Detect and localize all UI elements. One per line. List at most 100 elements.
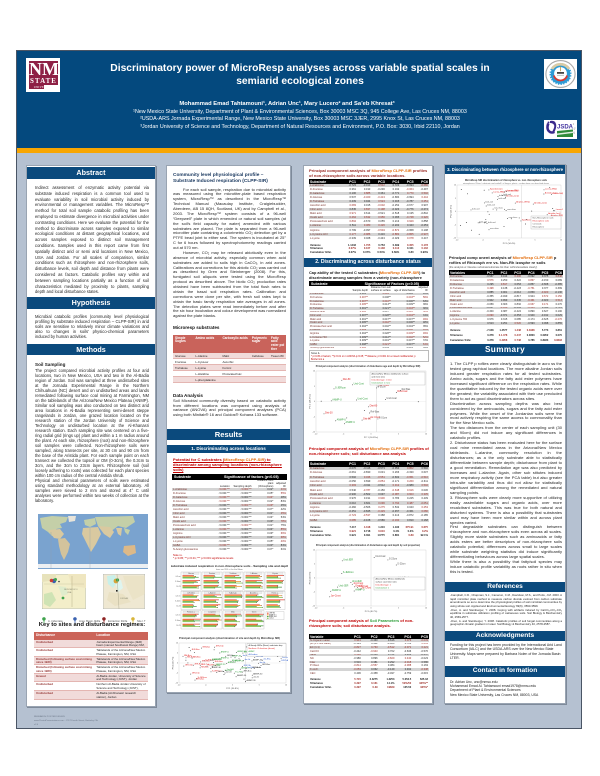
svg-text:Jor-Crust: Jor-Crust bbox=[370, 416, 380, 419]
svg-text:bulk-soil: bulk-soil bbox=[485, 201, 493, 203]
svg-text:ANMP-U: ANMP-U bbox=[337, 418, 347, 421]
svg-text:S-JERcon: S-JERcon bbox=[212, 670, 222, 672]
svg-text:ANMP-U: ANMP-U bbox=[355, 589, 365, 592]
svg-text:Protocat. a.: Protocat. a. bbox=[187, 611, 196, 614]
svg-text:0: 0 bbox=[371, 608, 372, 610]
svg-text:S-JERcon: S-JERcon bbox=[198, 677, 208, 679]
svg-text:Principal component analysis (: Principal component analysis (discrimina… bbox=[179, 636, 280, 640]
svg-text:Ascorbic a.: Ascorbic a. bbox=[250, 591, 258, 594]
svg-text:ANMP-30: ANMP-30 bbox=[247, 679, 257, 682]
svg-text:3-10cm: 3-10cm bbox=[175, 620, 181, 622]
svg-text:JER-Bas: JER-Bas bbox=[194, 664, 202, 666]
svg-text:-10: -10 bbox=[175, 683, 178, 685]
svg-text:bulk-soil: bulk-soil bbox=[488, 222, 496, 224]
svg-text:bulk-soil: bulk-soil bbox=[499, 195, 507, 197]
svg-text:Aristida-Jor(r): Aristida-Jor(r) bbox=[534, 202, 547, 205]
svg-text:ا: ا bbox=[574, 122, 575, 126]
svg-text:NM-Bas: NM-Bas bbox=[193, 657, 201, 659]
svg-text:5: 5 bbox=[455, 198, 456, 200]
svg-text:PC 1 (50.8%s): PC 1 (50.8%s) bbox=[364, 437, 378, 439]
svg-text:MicroResp SIR discrimination o: MicroResp SIR discrimination of rhizosph… bbox=[465, 179, 548, 182]
svg-text:S-JERcon: S-JERcon bbox=[335, 386, 346, 389]
svg-text:Rhizosphere soils: Rhizosphere soils bbox=[533, 220, 549, 223]
svg-text:atmospheres: Rhizo / substrate: atmospheres: Rhizo / substrate and rainf… bbox=[463, 182, 549, 185]
svg-text:ANMP: ANMP bbox=[249, 650, 256, 653]
svg-text:Disturbed age: 1 mine: Disturbed age: 1 mine bbox=[372, 378, 393, 381]
svg-text:-10: -10 bbox=[315, 608, 318, 610]
svg-text:Jor-Gr: Jor-Gr bbox=[255, 666, 261, 669]
svg-text:S-23cm: S-23cm bbox=[397, 563, 405, 566]
svg-text:5: 5 bbox=[535, 240, 536, 242]
svg-text:bulk-soil: bulk-soil bbox=[503, 194, 511, 196]
svg-text:JUST-A: JUST-A bbox=[256, 655, 264, 658]
svg-text:Undisturbed: 1: Undisturbed: 1 bbox=[376, 586, 390, 589]
svg-text:Und-Cont: Und-Cont bbox=[358, 398, 369, 401]
svg-text:ANMP-30: ANMP-30 bbox=[216, 663, 226, 666]
svg-text:-5: -5 bbox=[313, 416, 315, 418]
svg-text:Larrea-NM(r): Larrea-NM(r) bbox=[545, 187, 557, 190]
svg-text:non-rhizo: non-rhizo bbox=[509, 216, 519, 219]
svg-text:0: 0 bbox=[371, 434, 372, 436]
svg-text:0-3 cm: 0-3 cm bbox=[176, 595, 182, 597]
svg-text:10: 10 bbox=[560, 240, 562, 242]
svg-text:Formic a.: Formic a. bbox=[272, 592, 279, 594]
svg-text:-5: -5 bbox=[454, 224, 456, 226]
svg-text:PC2 (16.7%): PC2 (16.7%) bbox=[173, 656, 175, 669]
svg-text:0: 0 bbox=[509, 240, 510, 242]
svg-text:0: 0 bbox=[314, 401, 315, 403]
svg-text:NM-Bas: NM-Bas bbox=[187, 656, 195, 658]
svg-text:ANMP-80: ANMP-80 bbox=[212, 658, 222, 661]
svg-text:Dist-80: Dist-80 bbox=[363, 418, 371, 421]
svg-text:ANMP-30: ANMP-30 bbox=[212, 666, 222, 669]
svg-text:JSDA: JSDA bbox=[557, 125, 574, 131]
svg-text:JER-Tab: JER-Tab bbox=[216, 646, 225, 648]
svg-text:non-rhizo: non-rhizo bbox=[507, 208, 517, 211]
svg-text:ANMP-30: ANMP-30 bbox=[253, 673, 263, 676]
svg-text:Area: Basin JERa: Area: Basin JERa bbox=[79, 619, 101, 623]
svg-text:JER-Bas: JER-Bas bbox=[191, 649, 199, 651]
svg-text:PC 2 (18.4%s): PC 2 (18.4%s) bbox=[310, 394, 312, 408]
svg-text:ANMP-30: ANMP-30 bbox=[253, 658, 263, 661]
svg-text:non-rhizo: non-rhizo bbox=[494, 207, 504, 210]
svg-text:Arizona/New Mexico tablelands;: Arizona/New Mexico tablelands; bbox=[376, 578, 406, 581]
svg-text:Al-Jordan: Al-Jordan bbox=[249, 653, 259, 656]
svg-text:JER-Bas: JER-Bas bbox=[202, 660, 210, 662]
svg-text:Substrate induced respiration: Substrate induced respiration in non-rhi… bbox=[171, 564, 288, 568]
svg-text:Sporobolus(r): Sporobolus(r) bbox=[505, 190, 518, 193]
svg-text:-5: -5 bbox=[176, 673, 178, 675]
svg-text:NEW MEXICO: NEW MEXICO bbox=[64, 589, 78, 591]
svg-text:Jor-Crust: Jor-Crust bbox=[361, 587, 371, 590]
svg-text:Dist-30: Dist-30 bbox=[325, 411, 333, 414]
svg-text:ANMP-80: ANMP-80 bbox=[232, 655, 242, 658]
svg-text:JER-Bas: JER-Bas bbox=[227, 655, 235, 657]
svg-text:Non-Rhizosphere soils: Non-Rhizosphere soils bbox=[533, 217, 554, 220]
svg-text:non-rhizo: non-rhizo bbox=[490, 227, 500, 230]
svg-text:Tween: Tween bbox=[252, 612, 257, 614]
svg-text:bulk-soil: bulk-soil bbox=[472, 208, 480, 210]
svg-text:Rhizosphere: Rhizosphere bbox=[533, 225, 546, 228]
svg-text:Sporobolus(r): Sporobolus(r) bbox=[490, 187, 503, 190]
svg-text:Jor-Kha: Jor-Kha bbox=[242, 654, 250, 657]
svg-text:bulk-soil: bulk-soil bbox=[499, 198, 507, 200]
svg-text:Dist-80: Dist-80 bbox=[343, 378, 351, 381]
svg-text:5: 5 bbox=[398, 608, 399, 610]
svg-text:0: 0 bbox=[232, 685, 233, 687]
svg-text:Far-NM: Far-NM bbox=[225, 669, 232, 672]
svg-text:JUST-A: JUST-A bbox=[243, 664, 251, 667]
svg-text:Northern Chihuahua (desert): Northern Chihuahua (desert) bbox=[249, 647, 276, 650]
svg-text:L-Lysine: L-Lysine bbox=[272, 573, 278, 575]
svg-text:Ref-Bas: Ref-Bas bbox=[402, 388, 411, 391]
svg-text:10: 10 bbox=[313, 371, 315, 373]
svg-text:JUST-A: JUST-A bbox=[281, 659, 288, 662]
svg-text:PC1 (46.7%): PC1 (46.7%) bbox=[365, 611, 378, 613]
svg-text:Glucose: Glucose bbox=[188, 573, 194, 575]
svg-text:JORDAN: JORDAN bbox=[120, 597, 129, 600]
svg-text:Undisturbed: 1 mine: Undisturbed: 1 mine bbox=[372, 381, 391, 384]
svg-text:Jor-Gr: Jor-Gr bbox=[218, 670, 224, 673]
svg-text:Aristida-Jor(r): Aristida-Jor(r) bbox=[548, 212, 561, 215]
svg-text:Und-Coal: Und-Coal bbox=[387, 397, 398, 400]
svg-text:ANMP und: ANMP und bbox=[269, 615, 276, 618]
svg-text:10: 10 bbox=[454, 185, 456, 187]
svg-text:ANMP-U: ANMP-U bbox=[221, 656, 230, 659]
svg-text:Atriplex-JER(r): Atriplex-JER(r) bbox=[516, 201, 530, 204]
